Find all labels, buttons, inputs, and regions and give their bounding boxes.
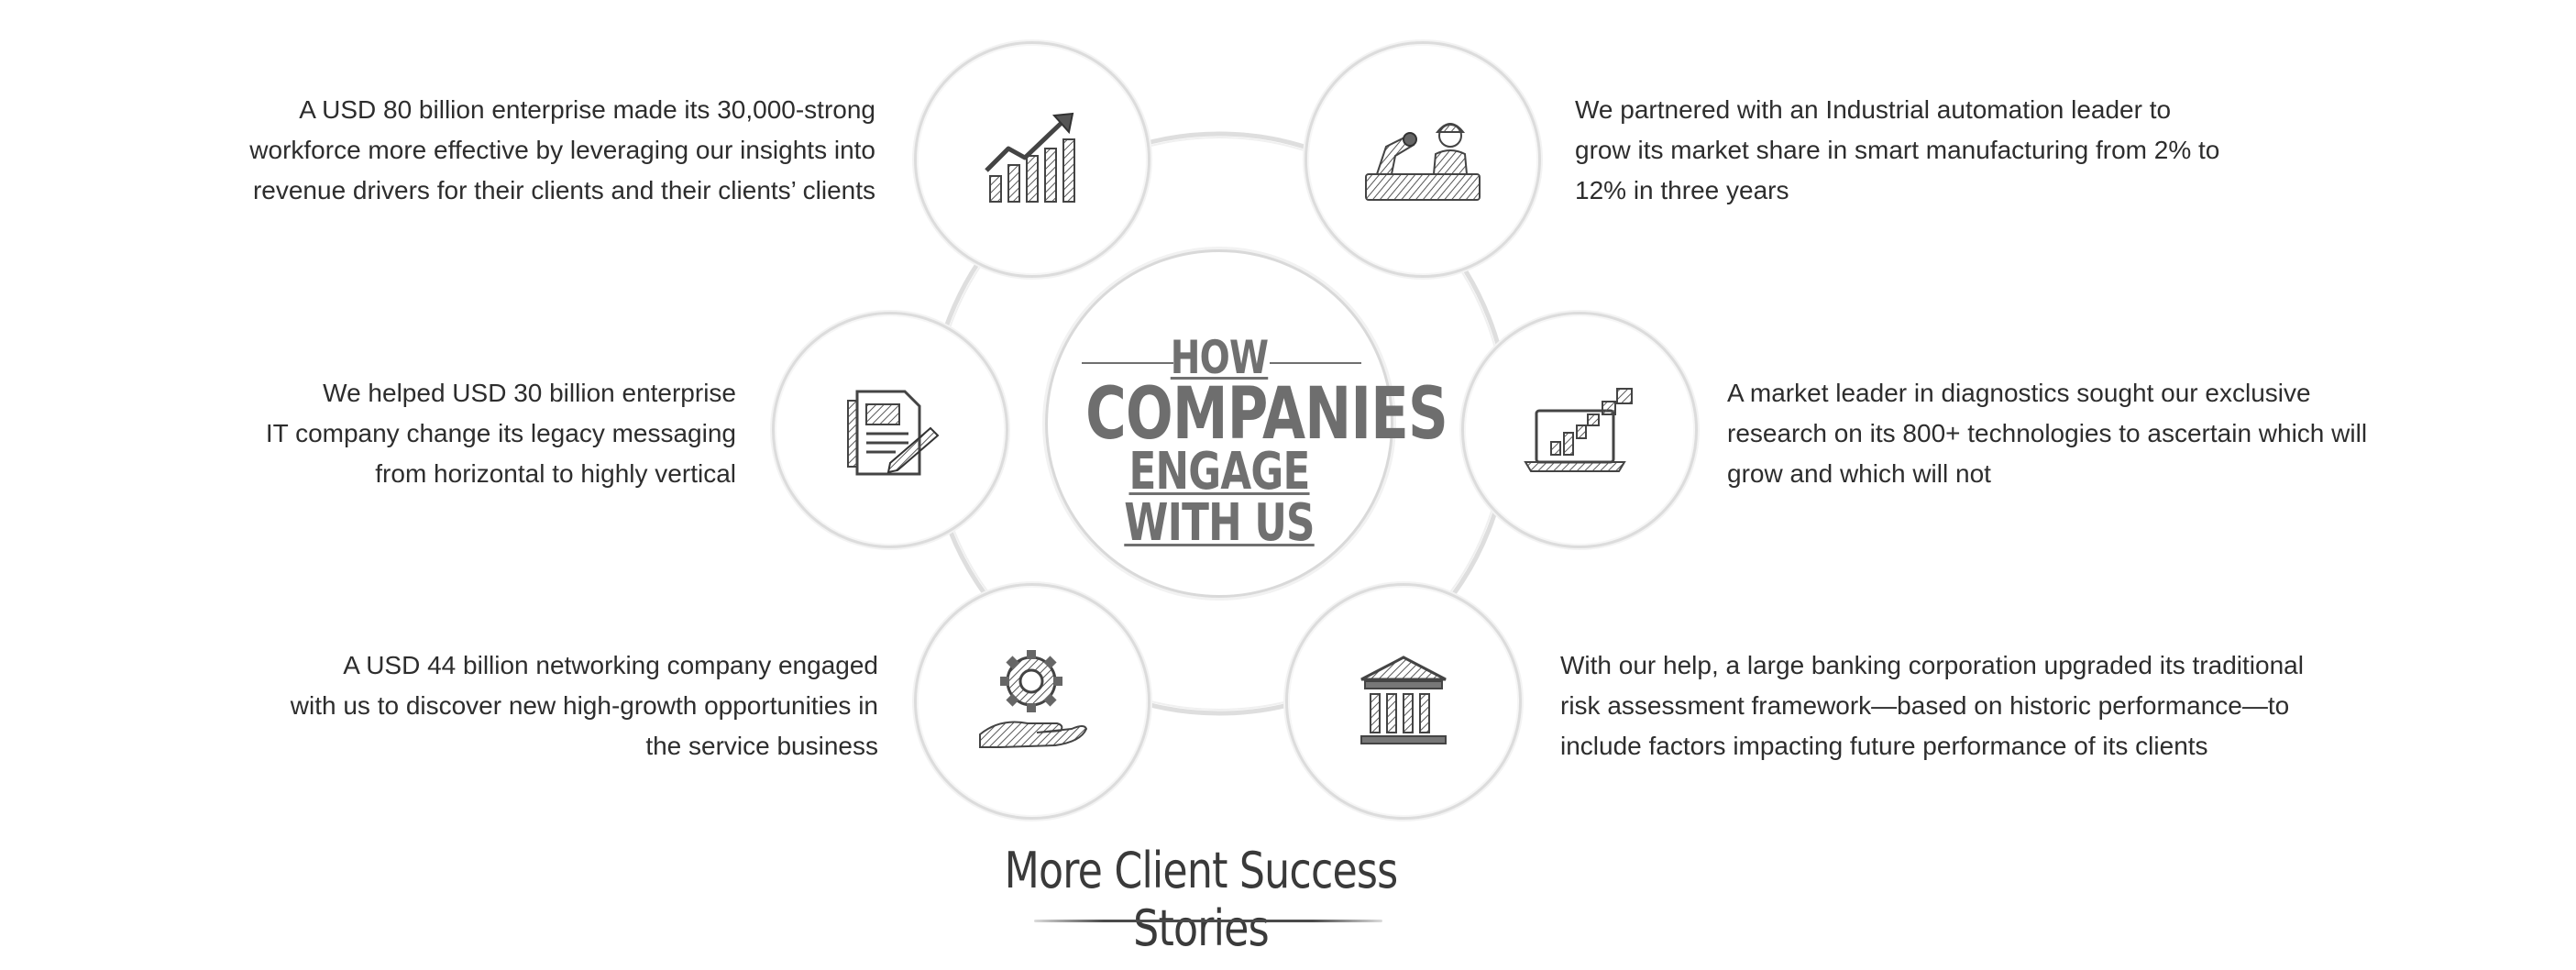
story-line: workforce more effective by leveraging o…: [249, 136, 875, 164]
story-text-networking: A USD 44 billion networking company enga…: [183, 645, 878, 766]
document-pencil-icon: [835, 375, 945, 485]
story-line: revenue drivers for their clients and th…: [252, 176, 875, 204]
center-title-companies: COMPANIES: [1085, 373, 1448, 456]
center-title-engage: ENGAGE WITH US: [1124, 442, 1315, 553]
more-stories-underline: [1034, 920, 1382, 922]
story-line: include factors impacting future perform…: [1560, 732, 2208, 760]
story-text-growth: A USD 80 billion enterprise made its 30,…: [183, 90, 875, 211]
story-bubble-growth[interactable]: [914, 41, 1150, 278]
story-text-banking: With our help, a large banking corporati…: [1560, 645, 2385, 766]
story-bubble-messaging[interactable]: [772, 312, 1008, 548]
story-line: grow and which will not: [1727, 459, 1991, 488]
story-line: from horizontal to highly vertical: [375, 459, 736, 488]
story-bubble-networking[interactable]: [914, 583, 1150, 820]
factory-worker-icon: [1359, 105, 1487, 215]
story-text-messaging: We helped USD 30 billion enterprise IT c…: [183, 373, 736, 494]
gear-hand-icon: [973, 646, 1092, 756]
center-badge: HOW COMPANIES ENGAGE WITH US: [1045, 249, 1448, 598]
story-line: IT company change its legacy messaging: [265, 419, 736, 447]
bank-building-icon: [1349, 646, 1459, 756]
story-line: A USD 80 billion enterprise made its 30,…: [299, 95, 875, 124]
story-text-industrial: We partnered with an Industrial automati…: [1575, 90, 2272, 211]
story-line: grow its market share in smart manufactu…: [1575, 136, 2220, 164]
story-line: With our help, a large banking corporati…: [1560, 651, 2304, 679]
story-bubble-banking[interactable]: [1285, 583, 1522, 820]
story-line: 12% in three years: [1575, 176, 1789, 204]
center-rule-right: [1270, 362, 1361, 364]
story-line: with us to discover new high-growth oppo…: [290, 691, 878, 720]
growth-chart-icon: [977, 105, 1087, 215]
story-line: risk assessment framework—based on histo…: [1560, 691, 2290, 720]
more-stories-link[interactable]: More Client Success Stories: [1004, 842, 1399, 957]
story-line: A USD 44 billion networking company enga…: [343, 651, 878, 679]
story-line: We helped USD 30 billion enterprise: [323, 379, 736, 407]
laptop-analytics-icon: [1520, 380, 1639, 480]
story-line: the service business: [645, 732, 878, 760]
center-title-how: HOW: [1170, 331, 1269, 384]
story-bubble-diagnostics[interactable]: [1461, 312, 1698, 548]
story-bubble-industrial[interactable]: [1305, 41, 1541, 278]
story-text-diagnostics: A market leader in diagnostics sought ou…: [1727, 373, 2460, 494]
story-line: We partnered with an Industrial automati…: [1575, 95, 2172, 124]
story-line: research on its 800+ technologies to asc…: [1727, 419, 2368, 447]
story-line: A market leader in diagnostics sought ou…: [1727, 379, 2311, 407]
center-rule-left: [1082, 362, 1173, 364]
